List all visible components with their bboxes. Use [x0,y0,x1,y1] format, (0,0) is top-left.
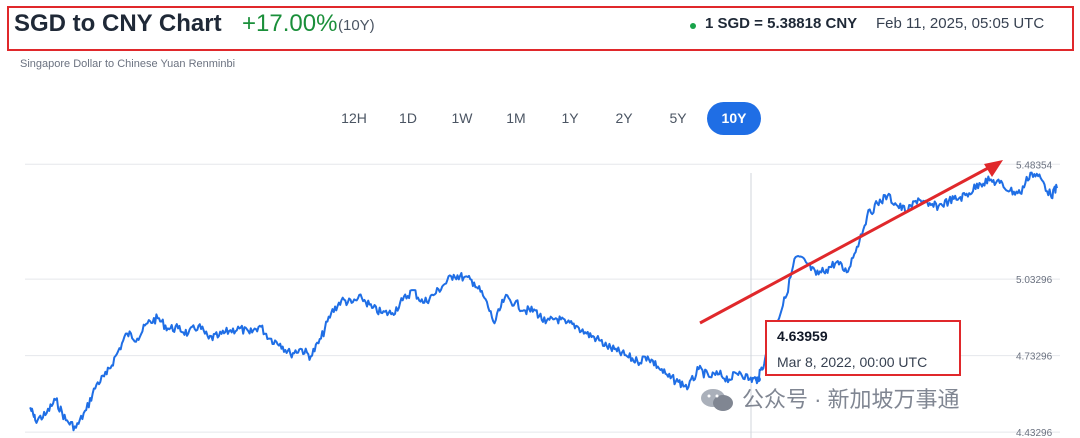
change-percent: +17.00% [242,10,338,37]
y-tick-label: 4.73296 [1016,352,1053,363]
watermark: 公众号 · 新加坡万事通 [700,382,960,414]
watermark-text: 公众号 · 新加坡万事通 [742,387,960,412]
chart-tooltip: 4.63959 Mar 8, 2022, 00:00 UTC [765,320,961,376]
chart-series [29,171,1058,432]
trend-arrow [699,160,1003,325]
range-tab-2y[interactable]: 2Y [615,110,633,126]
change-period: (10Y) [338,17,375,34]
range-tab-1w[interactable]: 1W [451,110,473,126]
series-line [29,171,1058,432]
rate-timestamp: Feb 11, 2025, 05:05 UTC [876,15,1045,32]
range-tab-10y[interactable]: 10Y [707,102,761,135]
range-tab-1y[interactable]: 1Y [561,110,579,126]
tooltip-date: Mar 8, 2022, 00:00 UTC [777,354,928,370]
y-tick-label: 4.43296 [1016,428,1053,438]
trend-arrow-head-icon [984,160,1003,177]
price-chart[interactable]: 5.48354 5.03296 4.73296 4.43296 [0,155,1080,438]
current-rate: 1 SGD = 5.38818 CNY [705,15,858,32]
page-subtitle: Singapore Dollar to Chinese Yuan Renminb… [20,58,236,70]
y-tick-label: 5.48354 [1016,160,1053,171]
page-title: SGD to CNY Chart [14,10,222,37]
header-highlight-box [7,6,1074,51]
live-status-dot-icon [690,23,696,29]
range-tab-5y[interactable]: 5Y [669,110,687,126]
wechat-icon [701,389,733,411]
tooltip-value: 4.63959 [777,328,828,344]
y-axis-labels: 5.48354 5.03296 4.73296 4.43296 [1016,160,1053,438]
range-tab-12h[interactable]: 12H [341,110,367,126]
range-tab-1d[interactable]: 1D [399,110,417,126]
y-tick-label: 5.03296 [1016,275,1053,286]
range-selector: 12H 1D 1W 1M 1Y 2Y 5Y 10Y [329,102,761,135]
range-tab-1m[interactable]: 1M [506,110,526,126]
hover-point [754,376,761,383]
